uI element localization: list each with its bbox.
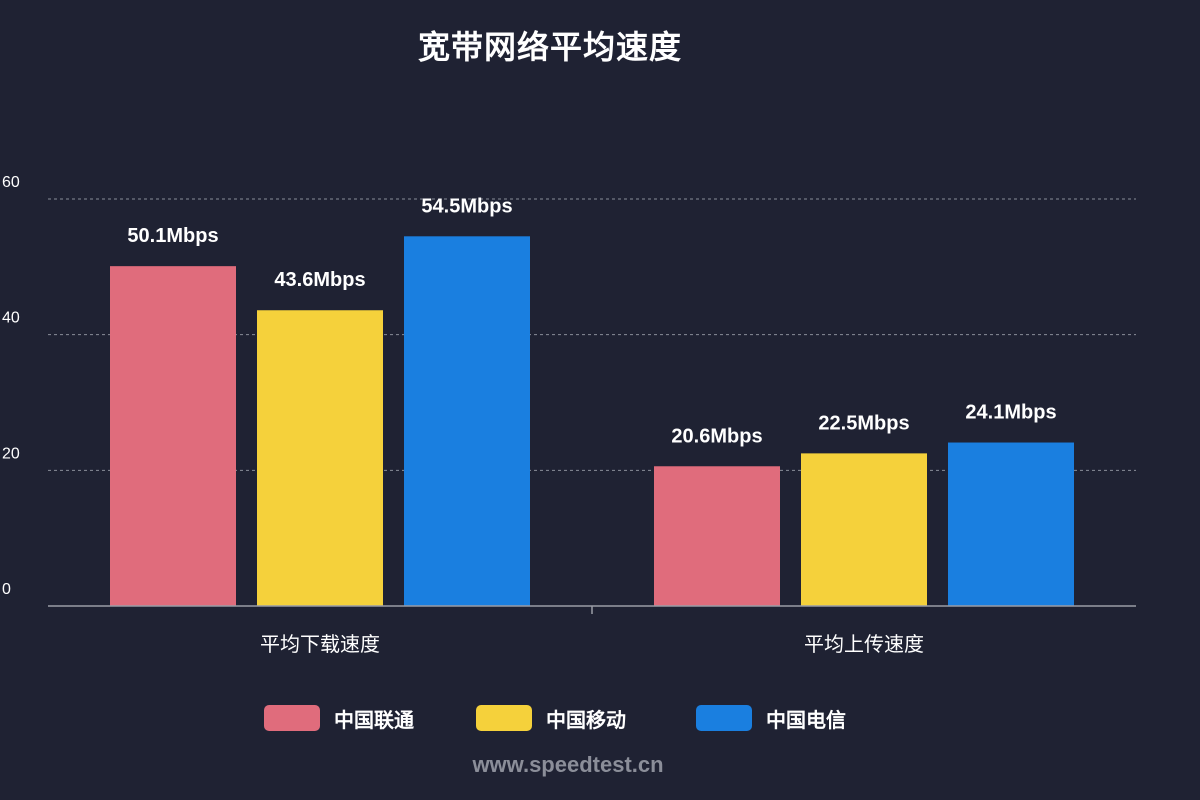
legend-swatch-unicom (264, 705, 320, 731)
bar[interactable] (654, 466, 780, 606)
y-tick-label: 40 (2, 310, 20, 327)
bar[interactable] (110, 266, 236, 606)
legend-label-mobile: 中国移动 (546, 707, 626, 732)
x-tick-label: 平均下载速度 (260, 632, 380, 656)
data-label: 20.6Mbps (671, 425, 762, 447)
data-label-layer: 50.1Mbps 43.6Mbps 54.5Mbps 20.6Mbps 22.5Mbps… (127, 195, 1056, 447)
y-tick-label: 20 (2, 445, 20, 462)
bar[interactable] (257, 310, 383, 606)
x-tick-label: 平均上传速度 (804, 632, 924, 656)
data-label: 50.1Mbps (127, 225, 218, 247)
y-tick-label: 60 (2, 174, 20, 191)
legend: 中国联通 中国移动 中国电信 (0, 704, 1200, 734)
legend-swatch-telecom (696, 705, 752, 731)
legend-item-mobile[interactable]: 中国移动 (476, 704, 626, 732)
legend-label-unicom: 中国联通 (334, 707, 414, 732)
bar[interactable] (404, 236, 530, 606)
legend-label-telecom: 中国电信 (766, 707, 846, 732)
legend-swatch-mobile (476, 705, 532, 731)
data-label: 22.5Mbps (818, 412, 909, 434)
bar-layer (110, 236, 1074, 606)
legend-item-unicom[interactable]: 中国联通 (264, 704, 414, 732)
data-label: 24.1Mbps (965, 402, 1056, 424)
bar[interactable] (948, 442, 1074, 606)
legend-item-telecom[interactable]: 中国电信 (696, 704, 846, 732)
data-label: 43.6Mbps (274, 269, 365, 291)
y-tick-layer: 0 20 40 60 (2, 174, 20, 598)
x-axis-layer: 平均下载速度 平均上传速度 (48, 605, 1136, 656)
y-tick-label: 0 (2, 581, 11, 598)
data-label: 54.5Mbps (421, 195, 512, 217)
watermark: www.speedtest.cn (472, 752, 664, 777)
bar[interactable] (801, 453, 927, 606)
chart-title: 宽带网络平均速度 (417, 28, 682, 66)
